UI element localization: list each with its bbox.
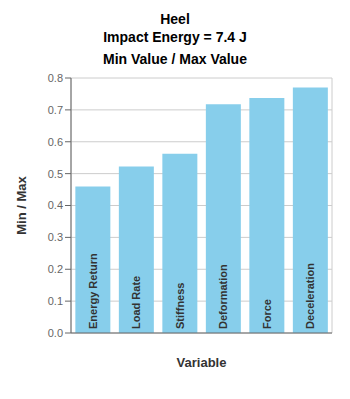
svg-text:Energy Return: Energy Return (87, 253, 99, 329)
svg-text:Deceleration: Deceleration (304, 263, 316, 329)
svg-text:0.3: 0.3 (48, 231, 63, 243)
svg-text:Stiffness: Stiffness (174, 283, 186, 329)
svg-text:0.8: 0.8 (48, 72, 63, 84)
svg-text:0.0: 0.0 (48, 327, 63, 339)
svg-text:0.7: 0.7 (48, 104, 63, 116)
svg-text:0.1: 0.1 (48, 295, 63, 307)
svg-text:Variable: Variable (177, 355, 227, 370)
svg-text:0.2: 0.2 (48, 263, 63, 275)
html-text:Min Value / Max Value: Min Value / Max Value (103, 51, 247, 67)
svg-text:0.4: 0.4 (48, 199, 63, 211)
svg-text:0.5: 0.5 (48, 168, 63, 180)
svg-text:0.6: 0.6 (48, 136, 63, 148)
html-text:Impact Energy = 7.4 J: Impact Energy = 7.4 J (103, 29, 247, 45)
svg-text:Load Rate: Load Rate (130, 276, 142, 329)
svg-text:Deformation: Deformation (217, 264, 229, 329)
svg-text:Force: Force (261, 299, 273, 329)
html-text:Heel: Heel (160, 11, 190, 27)
svg-text:Min / Max: Min / Max (14, 175, 29, 234)
